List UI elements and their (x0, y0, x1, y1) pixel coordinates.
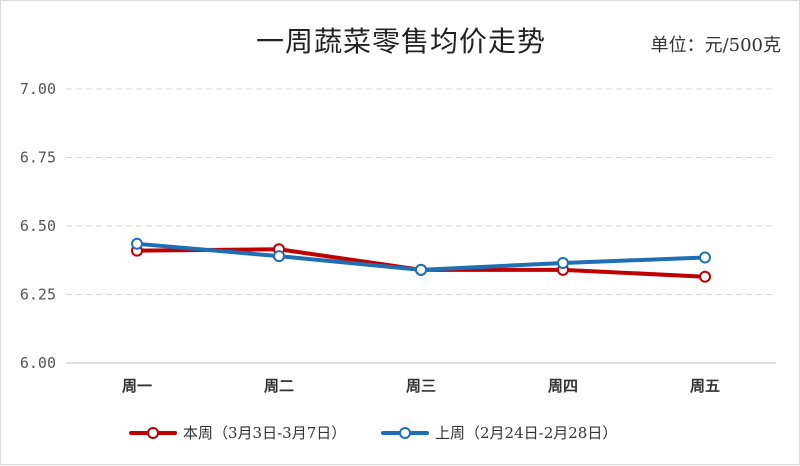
y-tick-label: 6.50 (20, 217, 56, 235)
legend-item: 本周（3月3日-3月7日） (129, 424, 346, 442)
data-point (415, 263, 427, 276)
legend-swatch-marker (147, 427, 159, 439)
y-tick-label: 7.00 (20, 80, 56, 98)
unit-label: 单位：元/500克 (651, 35, 781, 56)
x-tick-label: 周五 (690, 377, 720, 395)
legend: 本周（3月3日-3月7日） 上周（2月24日-2月28日） (129, 424, 617, 442)
grid-lines (66, 88, 776, 364)
data-point (699, 270, 711, 283)
y-tick-label: 6.25 (20, 286, 56, 304)
y-tick-label: 6.00 (20, 354, 56, 372)
legend-swatch-marker (399, 427, 411, 439)
y-tick-labels: 6.00 6.25 6.50 6.75 7.00 (20, 80, 56, 372)
data-point (699, 251, 711, 264)
data-point (131, 237, 143, 250)
series-lines (131, 237, 711, 283)
x-tick-label: 周二 (264, 377, 294, 395)
x-tick-label: 周一 (122, 377, 152, 395)
legend-label: 本周（3月3日-3月7日） (183, 424, 346, 442)
series-2 (131, 237, 711, 276)
x-tick-labels: 周一 周二 周三 周四 周五 (122, 377, 720, 395)
y-tick-label: 6.75 (20, 149, 56, 167)
data-point (273, 250, 285, 263)
data-point (557, 256, 569, 269)
x-tick-label: 周三 (406, 377, 436, 395)
x-tick-label: 周四 (548, 377, 578, 395)
chart-title: 一周蔬菜零售均价走势 (256, 25, 546, 58)
legend-label: 上周（2月24日-2月28日） (435, 424, 617, 442)
legend-item: 上周（2月24日-2月28日） (381, 424, 617, 442)
